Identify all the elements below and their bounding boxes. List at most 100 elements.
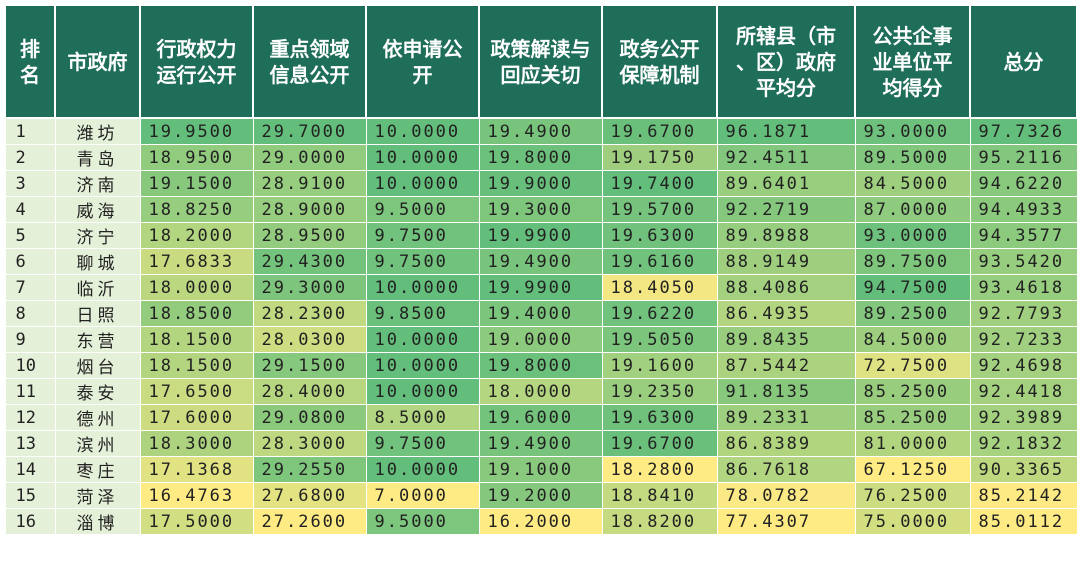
score-cell: 17.6833 — [139, 248, 254, 275]
score-cell: 18.9500 — [139, 144, 254, 171]
score-cell: 89.7500 — [854, 248, 971, 275]
score-cell: 19.4900 — [478, 117, 603, 145]
score-cell: 93.5420 — [969, 248, 1078, 275]
city-cell: 潍坊 — [54, 117, 141, 145]
score-cell: 27.6800 — [252, 482, 367, 509]
score-cell: 92.4418 — [969, 378, 1078, 405]
score-cell: 8.5000 — [365, 404, 480, 431]
score-cell: 85.0112 — [969, 508, 1078, 535]
score-cell: 93.0000 — [854, 117, 971, 145]
table-row: 9 东营 18.1500 28.0300 10.0000 19.0000 19.5050 89… — [4, 326, 1078, 353]
score-cell: 17.6500 — [139, 378, 254, 405]
score-table: 排 名 市政府 行政权力 运行公开 重点领域 信息公开 依申请公 开 政策解读与… — [4, 4, 1078, 535]
table-row: 8 日照 18.8500 28.2300 9.8500 19.4000 19.6220 86.… — [4, 300, 1078, 327]
score-cell: 92.2719 — [716, 196, 856, 223]
score-cell: 29.3000 — [252, 274, 367, 301]
score-cell: 10.0000 — [365, 378, 480, 405]
score-cell: 89.2331 — [716, 404, 856, 431]
city-cell: 聊城 — [54, 248, 141, 275]
table-row: 10 烟台 18.1500 29.1500 10.0000 19.8000 19.1600 8… — [4, 352, 1078, 379]
rank-cell: 16 — [4, 508, 56, 535]
score-cell: 10.0000 — [365, 117, 480, 145]
score-cell: 19.4000 — [478, 300, 603, 327]
score-cell: 7.0000 — [365, 482, 480, 509]
score-cell: 29.7000 — [252, 117, 367, 145]
score-cell: 29.0000 — [252, 144, 367, 171]
city-cell: 淄博 — [54, 508, 141, 535]
score-cell: 86.7618 — [716, 456, 856, 483]
score-cell: 18.3000 — [139, 430, 254, 457]
score-cell: 19.5700 — [601, 196, 718, 223]
table-body: 1 潍坊 19.9500 29.7000 10.0000 19.4900 19.6700 96… — [4, 117, 1078, 535]
score-cell: 10.0000 — [365, 170, 480, 197]
city-cell: 滨州 — [54, 430, 141, 457]
rank-cell: 9 — [4, 326, 56, 353]
rank-cell: 5 — [4, 222, 56, 249]
score-cell: 78.0782 — [716, 482, 856, 509]
score-cell: 92.3989 — [969, 404, 1078, 431]
score-cell: 89.8435 — [716, 326, 856, 353]
score-cell: 18.2800 — [601, 456, 718, 483]
score-cell: 18.8250 — [139, 196, 254, 223]
city-cell: 烟台 — [54, 352, 141, 379]
score-cell: 97.7326 — [969, 117, 1078, 145]
score-cell: 28.9500 — [252, 222, 367, 249]
city-cell: 临沂 — [54, 274, 141, 301]
score-cell: 28.2300 — [252, 300, 367, 327]
score-cell: 29.4300 — [252, 248, 367, 275]
score-cell: 18.8500 — [139, 300, 254, 327]
rank-cell: 3 — [4, 170, 56, 197]
city-cell: 青岛 — [54, 144, 141, 171]
score-cell: 94.6220 — [969, 170, 1078, 197]
score-cell: 18.0000 — [139, 274, 254, 301]
header-row: 排 名 市政府 行政权力 运行公开 重点领域 信息公开 依申请公 开 政策解读与… — [4, 4, 1078, 119]
city-cell: 威海 — [54, 196, 141, 223]
score-cell: 92.7793 — [969, 300, 1078, 327]
score-cell: 19.9900 — [478, 222, 603, 249]
column-header-policy-interpretation: 政策解读与 回应关切 — [478, 4, 603, 119]
score-cell: 29.0800 — [252, 404, 367, 431]
rank-cell: 6 — [4, 248, 56, 275]
score-cell: 18.1500 — [139, 352, 254, 379]
column-header-admin-power: 行政权力 运行公开 — [139, 4, 254, 119]
score-cell: 19.9900 — [478, 274, 603, 301]
rank-cell: 15 — [4, 482, 56, 509]
score-cell: 9.7500 — [365, 248, 480, 275]
column-header-key-areas: 重点领域 信息公开 — [252, 4, 367, 119]
rank-cell: 1 — [4, 117, 56, 145]
column-header-city: 市政府 — [54, 4, 141, 119]
score-cell: 85.2142 — [969, 482, 1078, 509]
score-cell: 67.1250 — [854, 456, 971, 483]
rank-cell: 2 — [4, 144, 56, 171]
score-cell: 16.2000 — [478, 508, 603, 535]
score-cell: 19.9000 — [478, 170, 603, 197]
score-cell: 81.0000 — [854, 430, 971, 457]
score-cell: 93.0000 — [854, 222, 971, 249]
score-cell: 85.2500 — [854, 404, 971, 431]
score-cell: 28.3000 — [252, 430, 367, 457]
column-header-guarantee-mechanism: 政务公开 保障机制 — [601, 4, 718, 119]
rank-cell: 8 — [4, 300, 56, 327]
column-header-county-average: 所辖县（市 、区）政府 平均分 — [716, 4, 856, 119]
score-cell: 89.6401 — [716, 170, 856, 197]
score-cell: 19.4900 — [478, 248, 603, 275]
score-cell: 86.4935 — [716, 300, 856, 327]
score-cell: 87.5442 — [716, 352, 856, 379]
score-cell: 19.6160 — [601, 248, 718, 275]
score-cell: 89.5000 — [854, 144, 971, 171]
score-cell: 76.2500 — [854, 482, 971, 509]
score-cell: 29.1500 — [252, 352, 367, 379]
table-row: 11 泰安 17.6500 28.4000 10.0000 18.0000 19.2350 9… — [4, 378, 1078, 405]
score-cell: 10.0000 — [365, 274, 480, 301]
score-cell: 9.7500 — [365, 222, 480, 249]
table-row: 2 青岛 18.9500 29.0000 10.0000 19.8000 19.1750 92… — [4, 144, 1078, 171]
score-cell: 19.9500 — [139, 117, 254, 145]
score-cell: 84.5000 — [854, 326, 971, 353]
score-cell: 19.5050 — [601, 326, 718, 353]
score-cell: 28.9000 — [252, 196, 367, 223]
city-cell: 德州 — [54, 404, 141, 431]
score-cell: 85.2500 — [854, 378, 971, 405]
score-cell: 19.4900 — [478, 430, 603, 457]
column-header-public-units-average: 公共企事 业单位平 均得分 — [854, 4, 971, 119]
score-cell: 19.8000 — [478, 352, 603, 379]
